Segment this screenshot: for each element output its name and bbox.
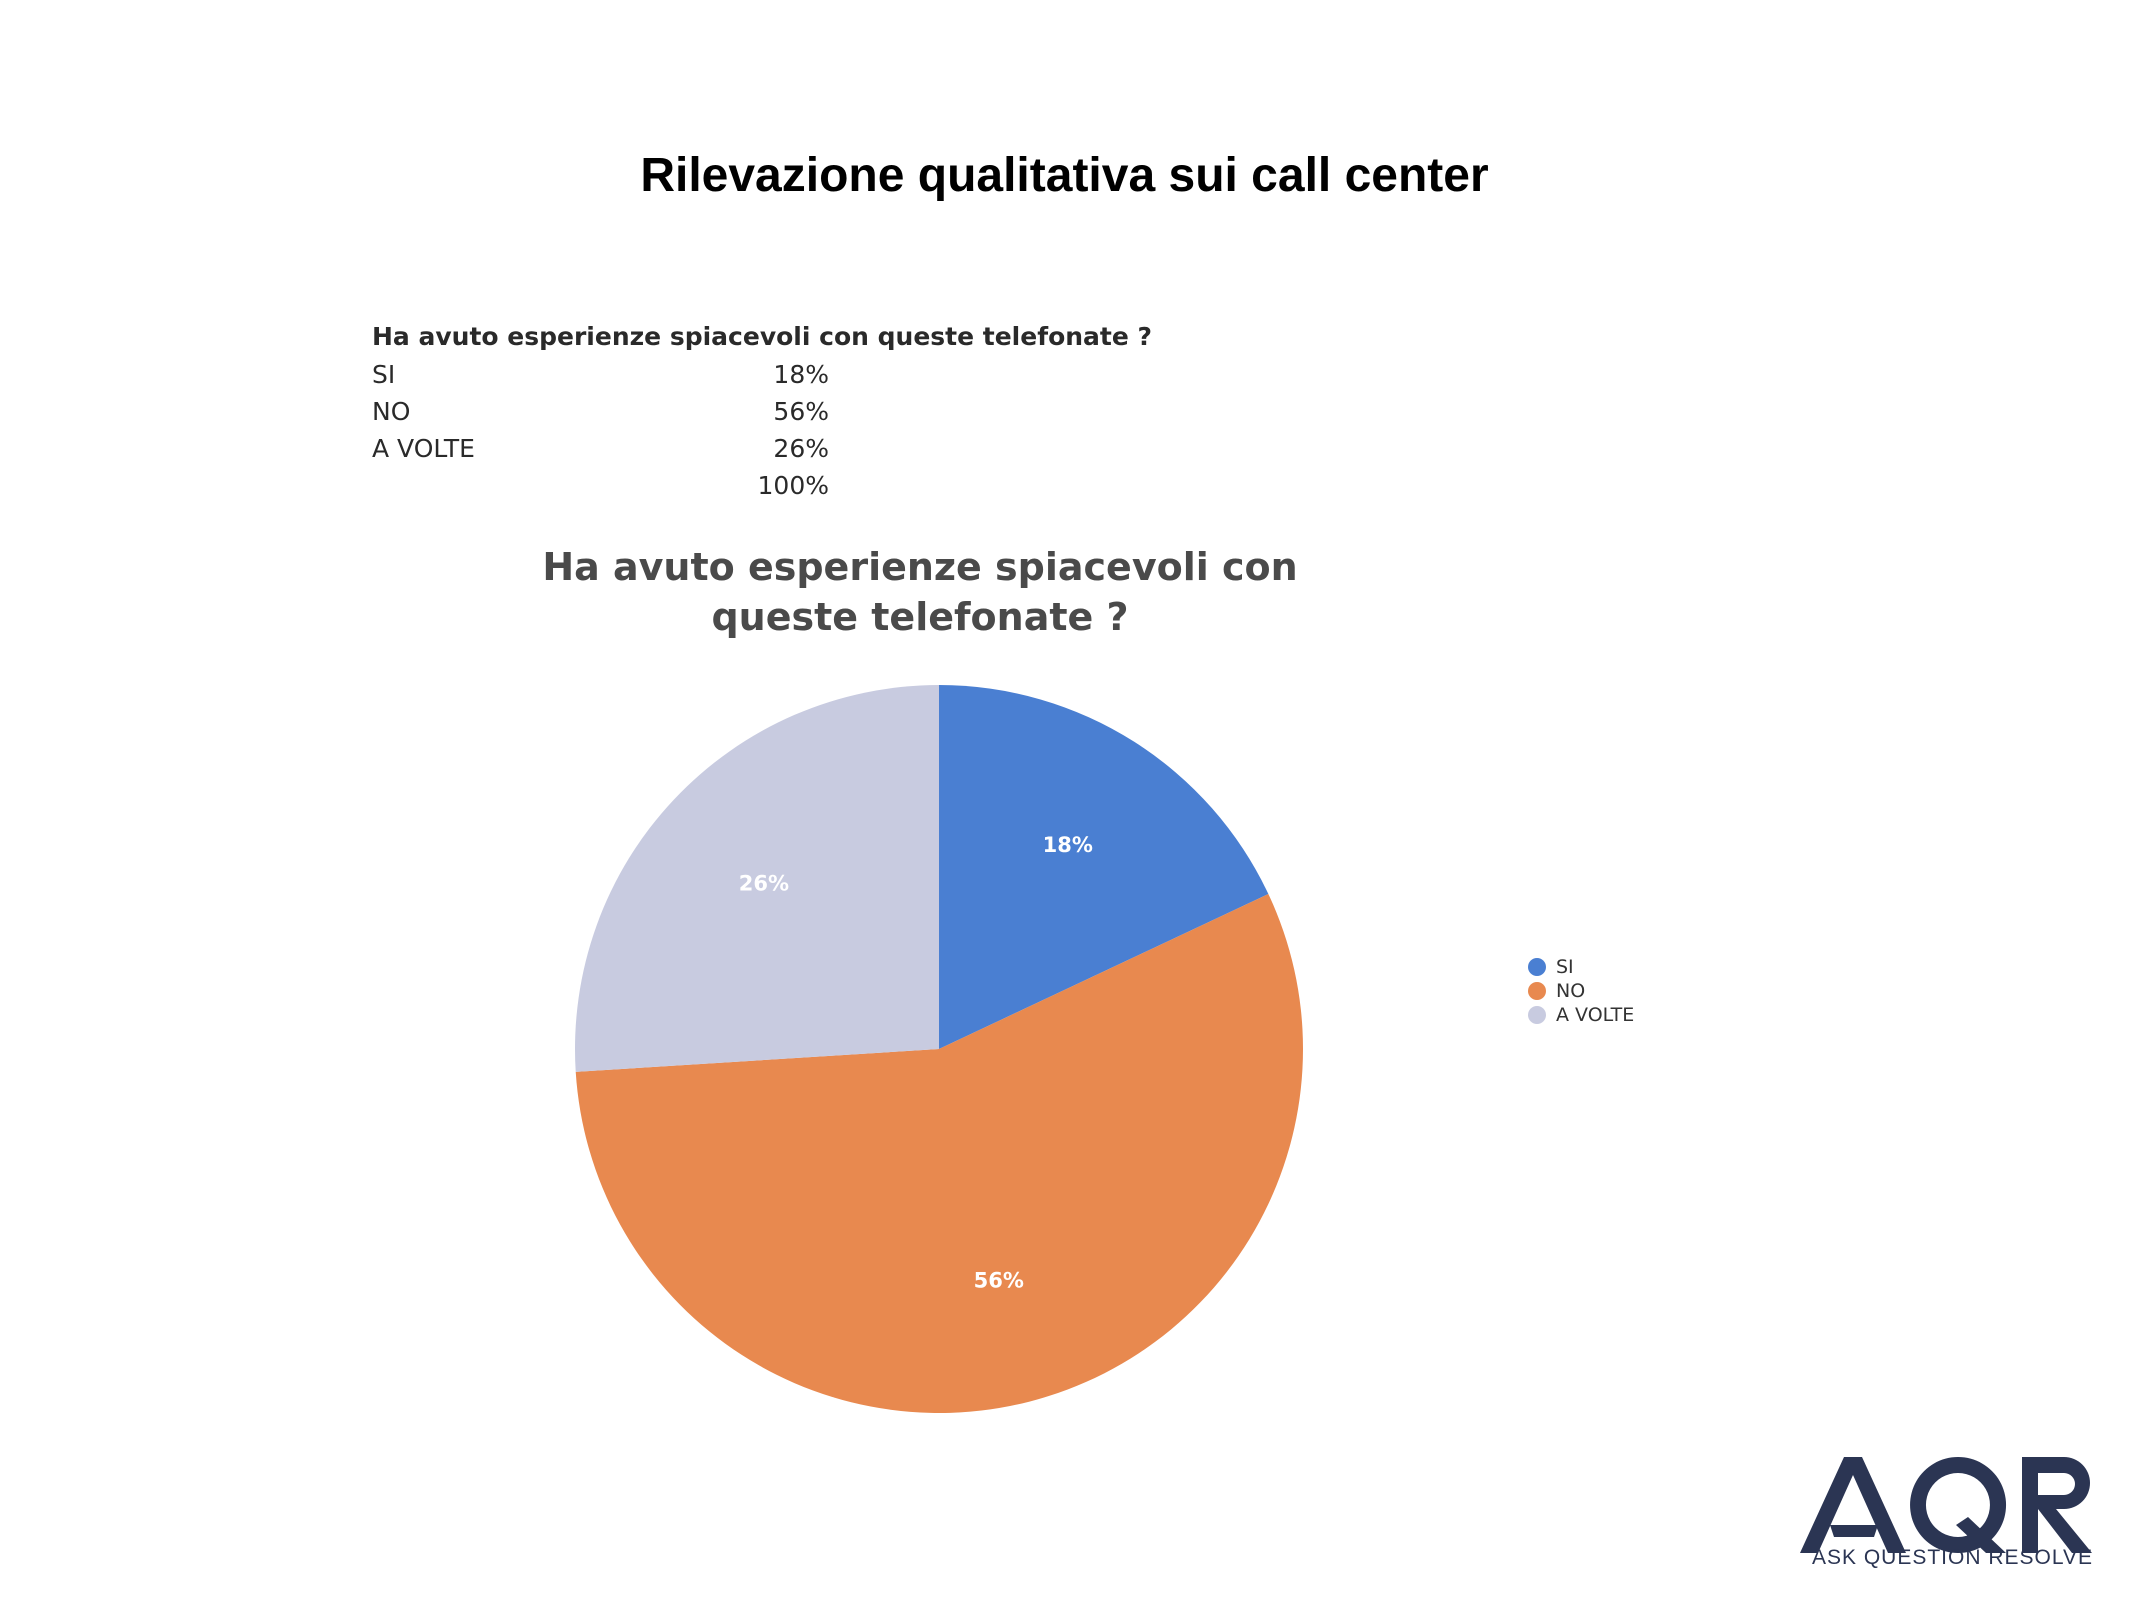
table-row-value: 56% <box>773 397 829 426</box>
pie-data-label-a-volte: 26% <box>739 872 789 896</box>
table-row: A VOLTE 26% <box>372 430 932 467</box>
chart-legend: SI NO A VOLTE <box>1528 955 1634 1027</box>
chart-title-line-2: queste telefonate ? <box>711 595 1129 639</box>
pie-slice-a-volte <box>575 685 939 1072</box>
legend-item-si: SI <box>1528 955 1634 979</box>
legend-swatch-a-volte <box>1528 1006 1546 1024</box>
chart-title-line-1: Ha avuto esperienze spiacevoli con <box>542 545 1298 589</box>
legend-label-si: SI <box>1556 956 1574 978</box>
table-row-value: 26% <box>773 434 829 463</box>
table-row-value: 18% <box>773 360 829 389</box>
pie-data-label-no: 56% <box>974 1269 1024 1293</box>
slide-title: Rilevazione qualitativa sui call center <box>640 149 1489 202</box>
table-total: 100% <box>757 471 829 500</box>
table-question: Ha avuto esperienze spiacevoli con quest… <box>372 322 1153 351</box>
legend-item-no: NO <box>1528 979 1634 1003</box>
legend-label-no: NO <box>1556 980 1586 1002</box>
table-row: SI 18% <box>372 356 932 393</box>
pie-slice-no <box>575 894 1303 1413</box>
pie-slice-si <box>939 685 1269 1049</box>
table-total-row: 100% <box>372 467 932 504</box>
table-row: NO 56% <box>372 393 932 430</box>
chart-title: Ha avuto esperienze spiacevoli con quest… <box>480 542 1360 642</box>
table-row-label: SI <box>372 360 396 389</box>
table-row-label: NO <box>372 397 411 426</box>
legend-swatch-si <box>1528 958 1546 976</box>
pie-data-label-si: 18% <box>1043 833 1093 857</box>
logo-caption: ASK QUESTION RESOLVE <box>1811 1546 2093 1569</box>
data-table: Ha avuto esperienze spiacevoli con quest… <box>372 318 1152 504</box>
aqr-logo <box>1800 1457 2092 1553</box>
legend-label-a-volte: A VOLTE <box>1556 1004 1635 1026</box>
table-row-label: A VOLTE <box>372 434 475 463</box>
legend-item-a-volte: A VOLTE <box>1528 1003 1634 1027</box>
legend-swatch-no <box>1528 982 1546 1000</box>
